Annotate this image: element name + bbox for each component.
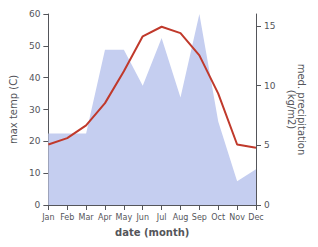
svg-text:Aug: Aug <box>173 213 189 222</box>
svg-text:Oct: Oct <box>211 213 225 222</box>
svg-text:(kg/m2): (kg/m2) <box>286 90 297 130</box>
svg-text:Sep: Sep <box>192 213 207 222</box>
svg-text:20: 20 <box>29 136 41 146</box>
svg-text:Jan: Jan <box>41 213 54 222</box>
svg-text:max temp (C): max temp (C) <box>8 75 19 144</box>
svg-text:30: 30 <box>29 105 41 115</box>
svg-text:0: 0 <box>264 200 270 210</box>
svg-text:60: 60 <box>29 9 41 19</box>
svg-text:15: 15 <box>264 21 275 31</box>
svg-text:May: May <box>116 213 133 222</box>
svg-text:Jul: Jul <box>156 213 167 222</box>
svg-text:10: 10 <box>29 168 41 178</box>
svg-text:5: 5 <box>264 140 270 150</box>
svg-text:Mar: Mar <box>79 213 95 222</box>
svg-text:0: 0 <box>35 200 41 210</box>
svg-text:Nov: Nov <box>229 213 245 222</box>
svg-text:10: 10 <box>264 81 276 91</box>
svg-text:Feb: Feb <box>60 213 74 222</box>
svg-text:Apr: Apr <box>98 213 113 222</box>
svg-text:50: 50 <box>29 41 41 51</box>
svg-text:date (month): date (month) <box>115 227 189 238</box>
svg-text:40: 40 <box>29 73 41 83</box>
svg-text:med. precipitation: med. precipitation <box>295 63 307 156</box>
svg-text:Dec: Dec <box>248 213 263 222</box>
svg-text:Jun: Jun <box>135 213 149 222</box>
